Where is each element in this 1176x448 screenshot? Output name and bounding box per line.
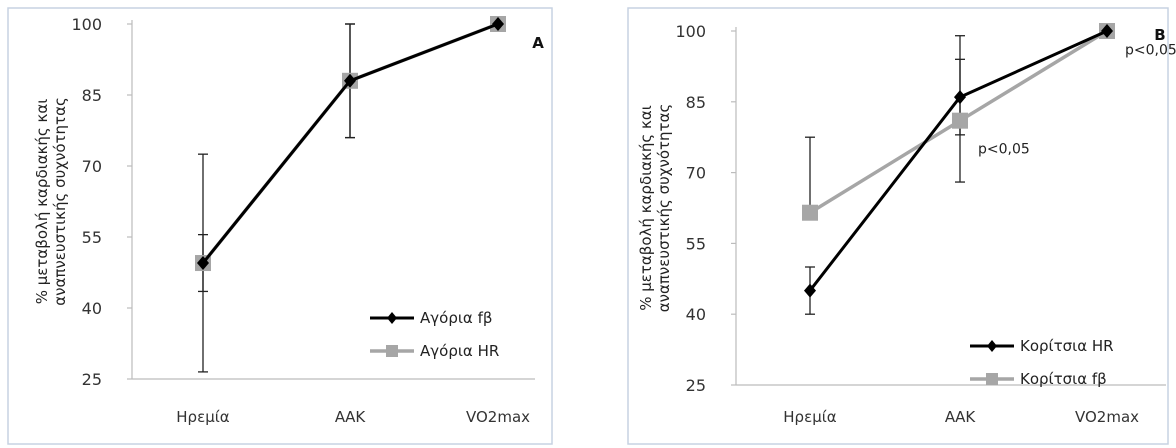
chart-a-svg: 25 40 55 70 85 100 Ηρεμία ΑΑΚ VO2max % μεταβολή κ… — [7, 7, 553, 445]
significance-annotation: p<0,05 — [978, 142, 1030, 158]
legend-label: Κορίτσια HR — [1020, 337, 1114, 355]
chart-panel-a: 25 40 55 70 85 100 Ηρεμία ΑΑΚ VO2max % μεταβολή κ… — [0, 0, 560, 448]
legend-marker — [987, 340, 997, 352]
data-point — [804, 283, 816, 298]
series-line — [808, 29, 1108, 292]
x-tick-label: Ηρεμία — [783, 408, 837, 426]
data-point — [952, 112, 968, 129]
y-tick-label: 70 — [686, 164, 706, 183]
y-tick-label: 55 — [686, 234, 706, 253]
panel-letter: A — [532, 34, 544, 52]
data-point — [802, 204, 818, 221]
data-point — [344, 73, 356, 88]
y-axis-title-line-1: % μεταβολή καρδιακής και — [637, 105, 655, 311]
legend-label: Κορίτσια fβ — [1020, 370, 1107, 388]
x-tick-label: VO2max — [1075, 408, 1139, 426]
chart-panel-b: 25 40 55 70 85 100 Ηρεμία ΑΑΚ VO2max % μεταβολή κ… — [620, 0, 1176, 448]
y-tick-label: 40 — [686, 305, 706, 324]
panel-letter: B — [1154, 26, 1165, 44]
y-tick-label: 55 — [82, 228, 102, 247]
y-tick-label: 100 — [71, 15, 102, 34]
data-point — [954, 90, 966, 105]
y-tick-label: 85 — [82, 86, 102, 105]
y-axis-title-line-2: αναπνευστικής συχνότητας — [655, 104, 673, 313]
y-axis-title: % μεταβολή καρδιακής και αναπνευστικής συ… — [637, 104, 673, 313]
data-point — [492, 17, 504, 31]
y-axis-title-line-2: αναπνευστικής συχνότητας — [51, 97, 69, 306]
legend-label: Αγόρια fβ — [420, 309, 492, 327]
chart-b-svg: 25 40 55 70 85 100 Ηρεμία ΑΑΚ VO2max % μεταβολή κ… — [627, 7, 1176, 445]
y-tick-label: 25 — [82, 370, 102, 389]
x-tick-label: ΑΑΚ — [335, 408, 367, 426]
y-tick-label: 40 — [82, 299, 102, 318]
y-tick-label: 100 — [675, 22, 706, 41]
data-point — [197, 256, 209, 271]
chart-frame — [7, 7, 553, 445]
data-point — [1101, 24, 1113, 38]
y-axis-title-line-1: % μεταβολή καρδιακής και — [33, 99, 51, 305]
x-tick-label: VO2max — [466, 408, 530, 426]
x-tick-label: Ηρεμία — [176, 408, 230, 426]
legend-label: Αγόρια HR — [420, 342, 499, 360]
significance-annotation: p<0,05 — [1125, 43, 1176, 59]
chart-frame — [627, 7, 1169, 445]
legend-marker — [387, 312, 397, 324]
y-axis-title: % μεταβολή καρδιακής και αναπνευστικής συ… — [33, 97, 69, 306]
x-tick-label: ΑΑΚ — [945, 408, 977, 426]
y-tick-label: 70 — [82, 157, 102, 176]
legend-marker — [986, 373, 998, 385]
y-tick-label: 85 — [686, 93, 706, 112]
y-tick-label: 25 — [686, 376, 706, 395]
legend-marker — [386, 345, 398, 357]
